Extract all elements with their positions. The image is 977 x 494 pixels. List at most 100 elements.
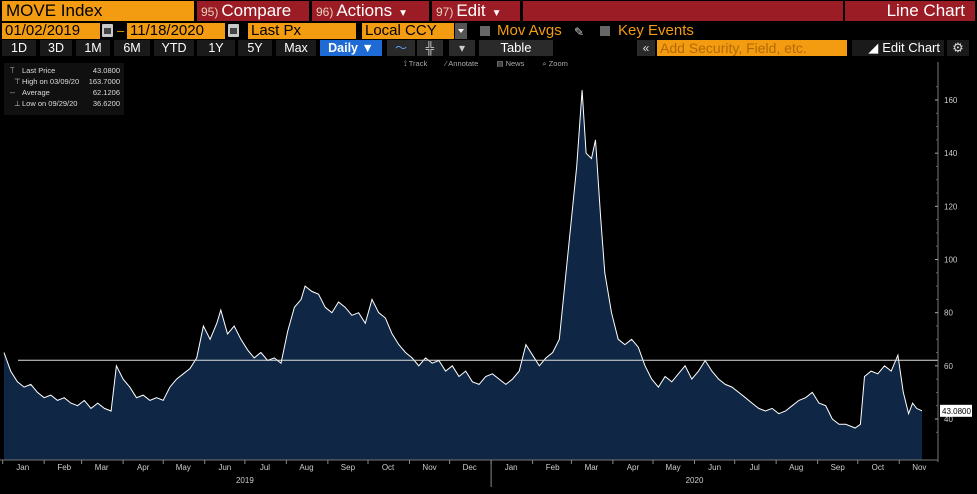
x-tick-label: May [176, 463, 191, 472]
add-security-input[interactable]: Add Security, Field, etc. [657, 40, 847, 56]
chart-svg: 40 60 80 100 120 140 160 43.0800 Jan Feb Mar Apr Ma… [0, 62, 972, 487]
chart-style-dropdown-icon[interactable]: ▾ [449, 40, 475, 56]
legend-last-price-value: 43.0800 [92, 66, 120, 75]
table-button[interactable]: Table [479, 40, 553, 56]
x-tick-label: Aug [299, 463, 313, 472]
period-1y[interactable]: 1Y [197, 40, 235, 56]
x-tick-label: Mar [95, 463, 109, 472]
last-value-tag [940, 404, 972, 417]
x-tick-label: Mar [585, 463, 599, 472]
x-tick-label: Jun [218, 463, 231, 472]
period-ytd[interactable]: YTD [154, 40, 194, 56]
currency-dropdown-icon[interactable] [455, 23, 467, 39]
x-tick-label: Dec [463, 463, 477, 472]
legend-average-label: Average [22, 88, 50, 97]
x-tick-label: Apr [137, 463, 150, 472]
annotate-tool[interactable]: ⁄ Annotate [445, 59, 479, 68]
period-max[interactable]: Max [276, 40, 316, 56]
header-bar: MOVE Index 95) Compare 96) Actions ▼ 97) Edi… [0, 0, 977, 22]
compare-button[interactable]: 95) Compare [197, 1, 309, 21]
pencil-icon[interactable]: ✎ [574, 25, 585, 39]
period-5y[interactable]: 5Y [238, 40, 272, 56]
ticker-field[interactable]: MOVE Index [2, 1, 194, 21]
gear-icon[interactable]: ⚙ [947, 40, 969, 56]
x-year-label: 2020 [686, 476, 704, 485]
legend-line-icon: ⟙ [10, 66, 15, 75]
x-tick-label: Sep [341, 463, 356, 472]
legend-low-icon: ⊥ [14, 99, 21, 108]
edit-button[interactable]: 97) Edit ▼ [432, 1, 520, 21]
period-1m[interactable]: 1M [76, 40, 110, 56]
x-axis: Jan Feb Mar Apr May Jun Jul Aug Sep Oct Nov Dec Jan F… [0, 459, 938, 487]
x-tick-label: Jun [708, 463, 721, 472]
x-tick-label: Aug [789, 463, 803, 472]
track-tool[interactable]: ⟟ Track [404, 59, 428, 68]
end-date-field[interactable]: 11/18/2020 [127, 23, 225, 39]
legend-avg-icon: -- [10, 88, 15, 97]
chart-area[interactable]: 40 60 80 100 120 140 160 43.0800 Jan Feb Mar Apr Ma… [0, 57, 977, 489]
area-fill [4, 90, 922, 460]
options-bar: 01/02/2019 – 11/18/2020 Last Px Local CC… [0, 22, 977, 39]
area-series [3, 90, 923, 460]
x-tick-label: May [666, 463, 681, 472]
chart-toolbar: ⟟ Track ⁄ Annotate ▤ News ⌕ Zoom [404, 59, 584, 71]
period-6m[interactable]: 6M [114, 40, 150, 56]
y-tick-label: 100 [944, 256, 958, 265]
edit-chart-icon: ◢ [868, 40, 879, 55]
date-separator: – [117, 23, 125, 38]
zoom-tool[interactable]: ⌕ Zoom [542, 59, 568, 68]
end-calendar-icon[interactable] [228, 24, 239, 37]
last-value-label: 43.0800 [942, 407, 971, 416]
y-tick-label: 160 [944, 96, 958, 105]
x-tick-label: Apr [627, 463, 640, 472]
mov-avgs-label: Mov Avgs [497, 22, 562, 39]
actions-caret-icon: ▼ [398, 8, 408, 19]
actions-button[interactable]: 96) Actions ▼ [312, 1, 429, 21]
y-tick-label: 80 [944, 309, 953, 318]
edit-chart-button[interactable]: ◢ Edit Chart [852, 40, 944, 56]
compare-number: 95) [201, 5, 219, 19]
legend-low-value: 36.6200 [92, 99, 120, 108]
collapse-icon[interactable]: « [637, 40, 655, 56]
x-tick-label: Nov [912, 463, 926, 472]
period-3d[interactable]: 3D [40, 40, 72, 56]
header-spacer [523, 1, 843, 21]
edit-chart-label: Edit Chart [882, 40, 940, 55]
start-calendar-icon[interactable] [102, 24, 113, 37]
legend-box: ⟙ Last Price 43.0800 ⊤ High on 03/09/20 … [4, 63, 124, 115]
edit-number: 97) [436, 5, 454, 19]
candlestick-icon[interactable]: ╬ [417, 40, 443, 56]
start-date-field[interactable]: 01/02/2019 [2, 23, 100, 39]
annotate-label: Annotate [448, 59, 479, 68]
x-tick-label: Nov [422, 463, 436, 472]
y-tick-label: 120 [944, 202, 958, 211]
x-tick-label: Jan [16, 463, 29, 472]
actions-label: Actions [336, 1, 393, 20]
compare-label: Compare [221, 1, 292, 20]
y-tick-label: 40 [944, 415, 953, 424]
currency-selector[interactable]: Local CCY [362, 23, 454, 39]
series-line [3, 90, 923, 429]
y-tick-label: 140 [944, 149, 958, 158]
news-tool[interactable]: ▤ News [496, 59, 525, 68]
x-tick-label: Jul [260, 463, 270, 472]
x-tick-label: Feb [57, 463, 71, 472]
legend-high-icon: ⊤ [14, 77, 21, 86]
period-1d[interactable]: 1D [2, 40, 36, 56]
chart-type-title: Line Chart [845, 1, 975, 21]
field-selector[interactable]: Last Px [248, 23, 356, 39]
x-year-label: 2019 [236, 476, 254, 485]
x-tick-label: Jan [505, 463, 518, 472]
zoom-label: Zoom [548, 59, 568, 68]
legend-last-price-label: Last Price [22, 66, 56, 75]
y-axis: 40 60 80 100 120 140 160 43.0800 [935, 62, 972, 462]
x-tick-label: Feb [546, 463, 560, 472]
legend-average-value: 62.1206 [92, 88, 120, 97]
legend-high-label: High on 03/09/20 [22, 77, 80, 86]
period-bar: 1D 3D 1M 6M YTD 1Y 5Y Max Daily ▼ 〜 ╬ ▾ Table «… [0, 39, 977, 57]
line-chart-icon[interactable]: 〜 [387, 40, 415, 56]
frequency-dropdown[interactable]: Daily ▼ [320, 40, 382, 56]
key-events-checkbox[interactable] [600, 26, 610, 36]
mov-avgs-checkbox[interactable] [480, 26, 490, 36]
actions-number: 96) [316, 5, 334, 19]
